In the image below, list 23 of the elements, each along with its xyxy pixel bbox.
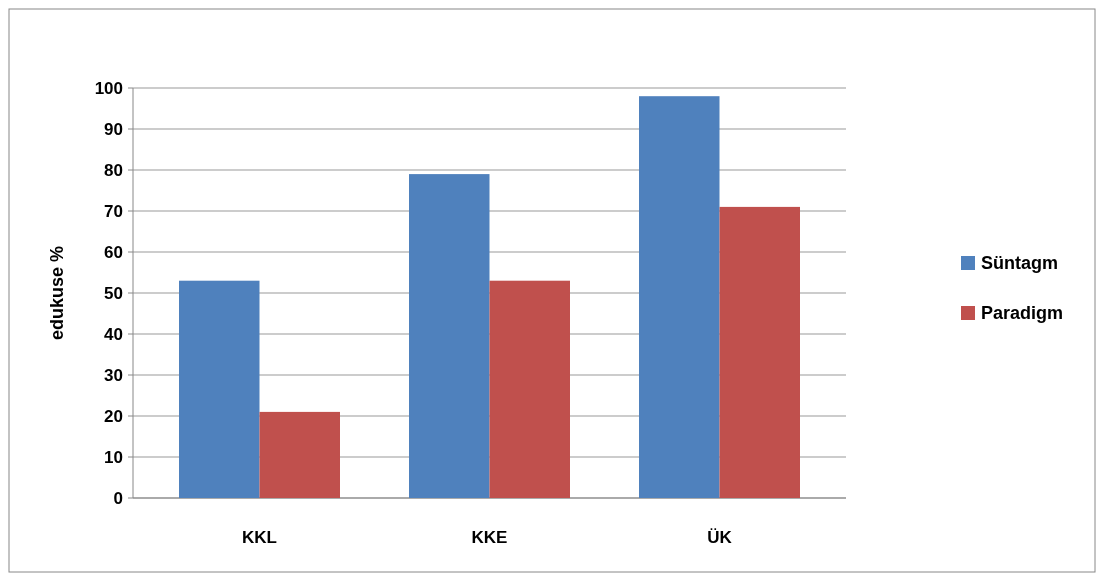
x-tick-label: KKE xyxy=(471,528,508,547)
y-axis-title: edukuse % xyxy=(47,245,67,341)
y-tick-label: 10 xyxy=(104,447,123,467)
y-tick-label: 60 xyxy=(104,242,123,262)
legend-label: Süntagm xyxy=(981,253,1059,274)
bar xyxy=(409,174,490,498)
y-tick-label: 90 xyxy=(104,119,123,139)
y-tick-label: 80 xyxy=(104,160,123,180)
bar xyxy=(489,280,570,498)
x-tick-label: ÜK xyxy=(707,528,733,547)
y-tick-label: 30 xyxy=(104,365,123,385)
y-tick-label: 50 xyxy=(104,283,123,303)
legend-label: Paradigm xyxy=(981,303,1064,324)
y-tick-label: 70 xyxy=(104,201,123,221)
y-tick-label: 40 xyxy=(104,324,123,344)
y-tick-label: 0 xyxy=(113,488,123,508)
bar xyxy=(639,96,720,498)
x-tick-label: KKL xyxy=(242,528,277,547)
y-tick-label: 100 xyxy=(94,78,123,98)
bar xyxy=(719,206,800,498)
y-tick-label: 20 xyxy=(104,406,123,426)
bar xyxy=(259,411,340,498)
bar xyxy=(179,280,260,498)
